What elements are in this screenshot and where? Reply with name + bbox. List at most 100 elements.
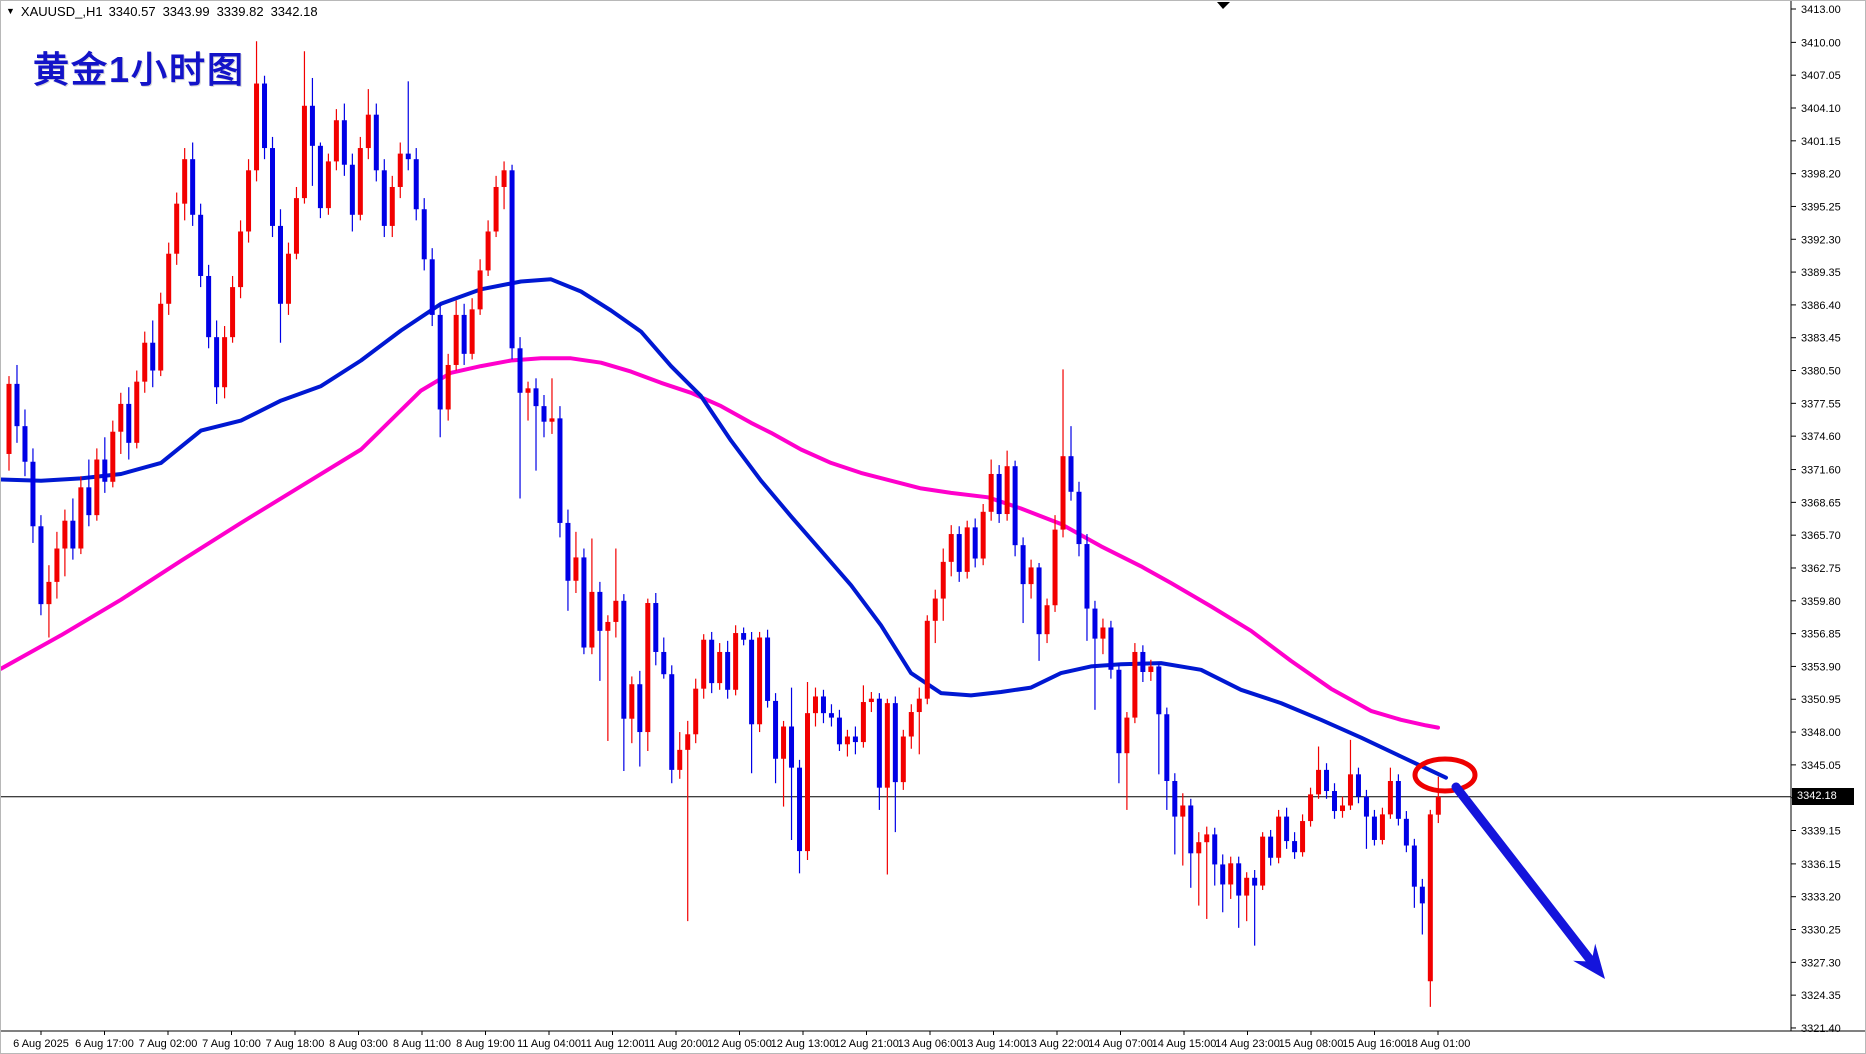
candle-body: [1052, 529, 1058, 606]
candle-body: [1300, 821, 1306, 853]
trend-arrow-shaft[interactable]: [1451, 782, 1599, 970]
candle-body: [1355, 774, 1361, 797]
candle-body: [293, 198, 299, 254]
candle-body: [908, 712, 914, 737]
candle-body: [6, 383, 12, 454]
candle-body: [573, 557, 579, 581]
candle-body: [565, 522, 571, 581]
candle-body: [1172, 781, 1178, 817]
candle-body: [605, 621, 611, 631]
candle-body: [1324, 769, 1330, 792]
candle-body: [557, 418, 563, 523]
candle-body: [1108, 627, 1114, 670]
candle-body: [1427, 814, 1433, 982]
candle-body: [206, 275, 212, 338]
trend-arrow-head[interactable]: [1573, 943, 1605, 979]
candle-body: [805, 713, 810, 852]
candle-body: [341, 120, 347, 165]
y-tick-label: 3339.15: [1801, 826, 1841, 838]
candle-body: [781, 726, 787, 759]
candle-body: [1220, 864, 1226, 885]
candle-body: [1060, 456, 1066, 530]
open-value: 3340.57: [108, 4, 156, 19]
candle-body: [1148, 666, 1154, 672]
candle-body: [996, 473, 1002, 515]
candle-body: [262, 83, 268, 149]
candle-body: [940, 561, 946, 599]
y-tick-label: 3374.60: [1801, 431, 1841, 443]
candle-body: [1411, 845, 1417, 887]
candle-body: [509, 170, 515, 349]
candle-body: [270, 148, 276, 226]
x-tick-label: 13 Aug 14:00: [961, 1038, 1026, 1050]
candle-body: [277, 225, 283, 304]
candle-body: [980, 511, 986, 559]
x-tick-label: 14 Aug 23:00: [1215, 1038, 1280, 1050]
candle-body: [900, 736, 906, 783]
candle-body: [222, 337, 228, 388]
y-tick-label: 3348.00: [1801, 727, 1841, 739]
candles-layer: [6, 41, 1441, 1007]
candle-body: [14, 383, 20, 427]
candle-body: [1124, 717, 1130, 754]
candle-body: [1028, 567, 1034, 585]
candle-body: [301, 105, 307, 199]
candle-body: [1188, 805, 1194, 854]
candle-body: [789, 726, 795, 768]
candle-body: [1419, 886, 1425, 904]
candle-body: [309, 105, 315, 146]
candle-body: [1260, 836, 1266, 886]
candle-body: [1196, 842, 1202, 854]
candle-body: [549, 418, 555, 422]
y-tick-label: 3333.20: [1801, 892, 1841, 904]
candle-body: [445, 364, 451, 410]
candle-body: [230, 287, 236, 338]
candle-body: [493, 186, 499, 232]
y-tick-label: 3377.55: [1801, 398, 1841, 410]
candle-body: [46, 581, 52, 605]
x-tick-label: 11 Aug 12:00: [580, 1038, 644, 1050]
candle-body: [1132, 651, 1138, 718]
candle-body: [836, 717, 842, 745]
y-tick-label: 3345.05: [1801, 760, 1841, 772]
candle-body: [972, 527, 978, 559]
candle-body: [174, 203, 180, 254]
candle-body: [1092, 608, 1098, 639]
candle-body: [126, 403, 132, 443]
y-tick-label: 3359.80: [1801, 596, 1841, 608]
candle-body: [1252, 877, 1258, 886]
candle-body: [1036, 567, 1042, 635]
candle-body: [453, 314, 459, 365]
candle-body: [852, 736, 858, 743]
candle-body: [1284, 816, 1290, 842]
candle-body: [397, 153, 403, 187]
candle-body: [661, 651, 667, 675]
chart-title-label[interactable]: 黄金1小时图: [33, 49, 246, 90]
candle-body: [964, 527, 970, 572]
candle-body: [1156, 666, 1162, 715]
candle-body: [988, 473, 994, 512]
candle-body: [389, 186, 395, 226]
close-value: 3342.18: [270, 4, 318, 19]
candle-body: [725, 651, 731, 690]
candle-body: [916, 698, 922, 713]
highlight-circle[interactable]: [1412, 756, 1478, 794]
candle-body: [868, 698, 874, 703]
candle-body: [381, 170, 387, 226]
x-tick-label: 18 Aug 01:00: [1406, 1038, 1471, 1050]
scroll-marker-icon[interactable]: [1217, 2, 1230, 9]
candle-body: [645, 603, 651, 733]
symbol-dropdown-icon[interactable]: ▼: [6, 6, 15, 16]
candle-body: [1076, 491, 1082, 545]
candle-body: [333, 120, 339, 162]
x-tick-label: 8 Aug 19:00: [456, 1038, 515, 1050]
candle-body: [541, 406, 547, 422]
candle-body: [214, 337, 220, 388]
x-tick-label: 6 Aug 2025: [13, 1038, 69, 1050]
candle-body: [749, 639, 755, 725]
candle-body: [413, 159, 419, 210]
candle-body: [198, 214, 204, 276]
candle-body: [421, 209, 427, 260]
